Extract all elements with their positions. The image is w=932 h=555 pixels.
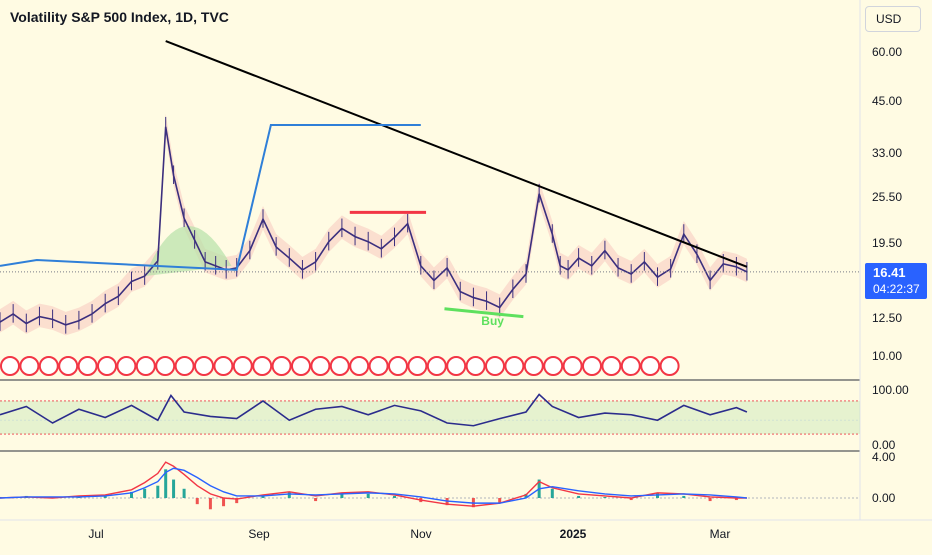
osc-tick-label: 0.00 xyxy=(872,438,896,452)
macd-hist-bar xyxy=(235,498,239,504)
background-layer xyxy=(0,0,932,521)
event-flag xyxy=(58,356,79,376)
x-tick-label: Nov xyxy=(410,527,432,541)
y-tick-label: 19.50 xyxy=(872,235,903,250)
macd-hist-bar xyxy=(577,495,581,498)
macd-hist-bar xyxy=(366,493,370,498)
event-flag xyxy=(640,356,661,376)
y-tick-label: 12.50 xyxy=(872,311,903,325)
event-flag xyxy=(38,356,59,376)
event-flag xyxy=(97,356,117,376)
oscillator-pane xyxy=(0,393,860,435)
osc-tick-label: 100.00 xyxy=(872,383,909,397)
macd-hist-bar xyxy=(222,498,226,507)
event-flag xyxy=(523,356,544,376)
event-flag xyxy=(77,356,98,376)
ichimoku-cloud xyxy=(0,113,747,336)
event-flag xyxy=(543,356,564,376)
event-flag xyxy=(388,356,408,376)
macd-hist-bar xyxy=(195,498,199,505)
macd-hist-bar xyxy=(182,488,186,498)
macd-hist-bar xyxy=(393,495,396,498)
event-flag xyxy=(0,356,20,376)
macd-hist-bar xyxy=(603,496,607,498)
event-flag xyxy=(194,356,214,376)
macd-pane xyxy=(0,461,860,510)
macd-hist-bar xyxy=(550,488,554,498)
event-flag xyxy=(446,356,467,376)
y-tick-label: 60.00 xyxy=(872,45,903,59)
macd-hist-bar xyxy=(734,498,738,501)
event-flag xyxy=(368,356,389,376)
support-line xyxy=(444,307,524,319)
event-flag xyxy=(135,356,156,376)
event-flag xyxy=(116,356,137,376)
event-flag xyxy=(310,356,331,376)
event-flag xyxy=(271,356,292,376)
macd-hist-bar xyxy=(172,479,176,498)
chart-title: Volatility S&P 500 Index, 1D, TVC xyxy=(10,9,229,25)
event-flag xyxy=(329,356,350,376)
event-flag xyxy=(504,356,525,376)
y-tick-label: 10.00 xyxy=(872,348,903,363)
macd-hist-bar xyxy=(314,498,318,502)
event-flag xyxy=(19,356,40,376)
event-flag xyxy=(174,356,195,376)
x-tick-label: Sep xyxy=(248,527,270,541)
current-price: 16.41 xyxy=(873,265,906,280)
x-tick-label: 2025 xyxy=(559,527,587,541)
macd-tick-label: 4.00 xyxy=(872,450,896,464)
macd-tick-label: 0.00 xyxy=(872,491,896,505)
macd-hist-bar xyxy=(498,498,502,504)
signal-line xyxy=(0,467,747,504)
macd-hist-bar xyxy=(524,493,528,498)
event-flag xyxy=(582,356,602,376)
currency-button[interactable]: USD xyxy=(865,6,921,32)
event-flags xyxy=(0,356,680,376)
cloud-band xyxy=(0,113,747,336)
macd-hist-bar xyxy=(130,491,133,498)
x-tick-label: Jul xyxy=(88,527,104,541)
event-flag xyxy=(426,356,447,376)
osc-band-fill xyxy=(0,401,860,434)
event-flag xyxy=(213,356,234,376)
event-flag xyxy=(620,356,641,376)
event-flag xyxy=(601,356,622,376)
macd-line xyxy=(0,461,747,507)
macd-hist-bar xyxy=(143,488,147,498)
event-flag xyxy=(291,356,311,376)
macd-hist-bar xyxy=(287,491,291,498)
event-flag xyxy=(465,356,486,376)
event-flag xyxy=(485,356,505,376)
trendline xyxy=(165,40,748,268)
y-tick-label: 45.00 xyxy=(872,93,903,108)
macd-hist-bar xyxy=(708,498,712,502)
event-flag xyxy=(562,356,583,376)
macd-hist-bar xyxy=(629,498,633,501)
event-flag xyxy=(349,356,370,376)
macd-hist-bar xyxy=(164,469,168,498)
price-candles xyxy=(0,116,748,334)
x-tick-label: Mar xyxy=(709,527,731,541)
buy-label: Buy xyxy=(481,314,504,328)
indicator-overlays: Buy xyxy=(0,40,860,328)
event-flag xyxy=(155,356,176,376)
blue-step-line xyxy=(0,124,421,271)
event-flag xyxy=(407,356,428,376)
current-price-badge: 16.41 04:22:37 xyxy=(865,263,927,299)
macd-hist-bar xyxy=(156,485,160,498)
event-flag xyxy=(232,356,253,376)
event-flag xyxy=(252,356,273,376)
macd-hist-bar xyxy=(682,495,686,498)
macd-hist-bar xyxy=(340,492,344,498)
bar-countdown: 04:22:37 xyxy=(873,282,920,296)
oscillator-line xyxy=(0,393,748,427)
event-flag xyxy=(659,356,680,376)
macd-hist-bar xyxy=(208,498,212,510)
y-tick-label: 33.00 xyxy=(872,146,903,161)
y-tick-label: 25.50 xyxy=(872,190,903,205)
